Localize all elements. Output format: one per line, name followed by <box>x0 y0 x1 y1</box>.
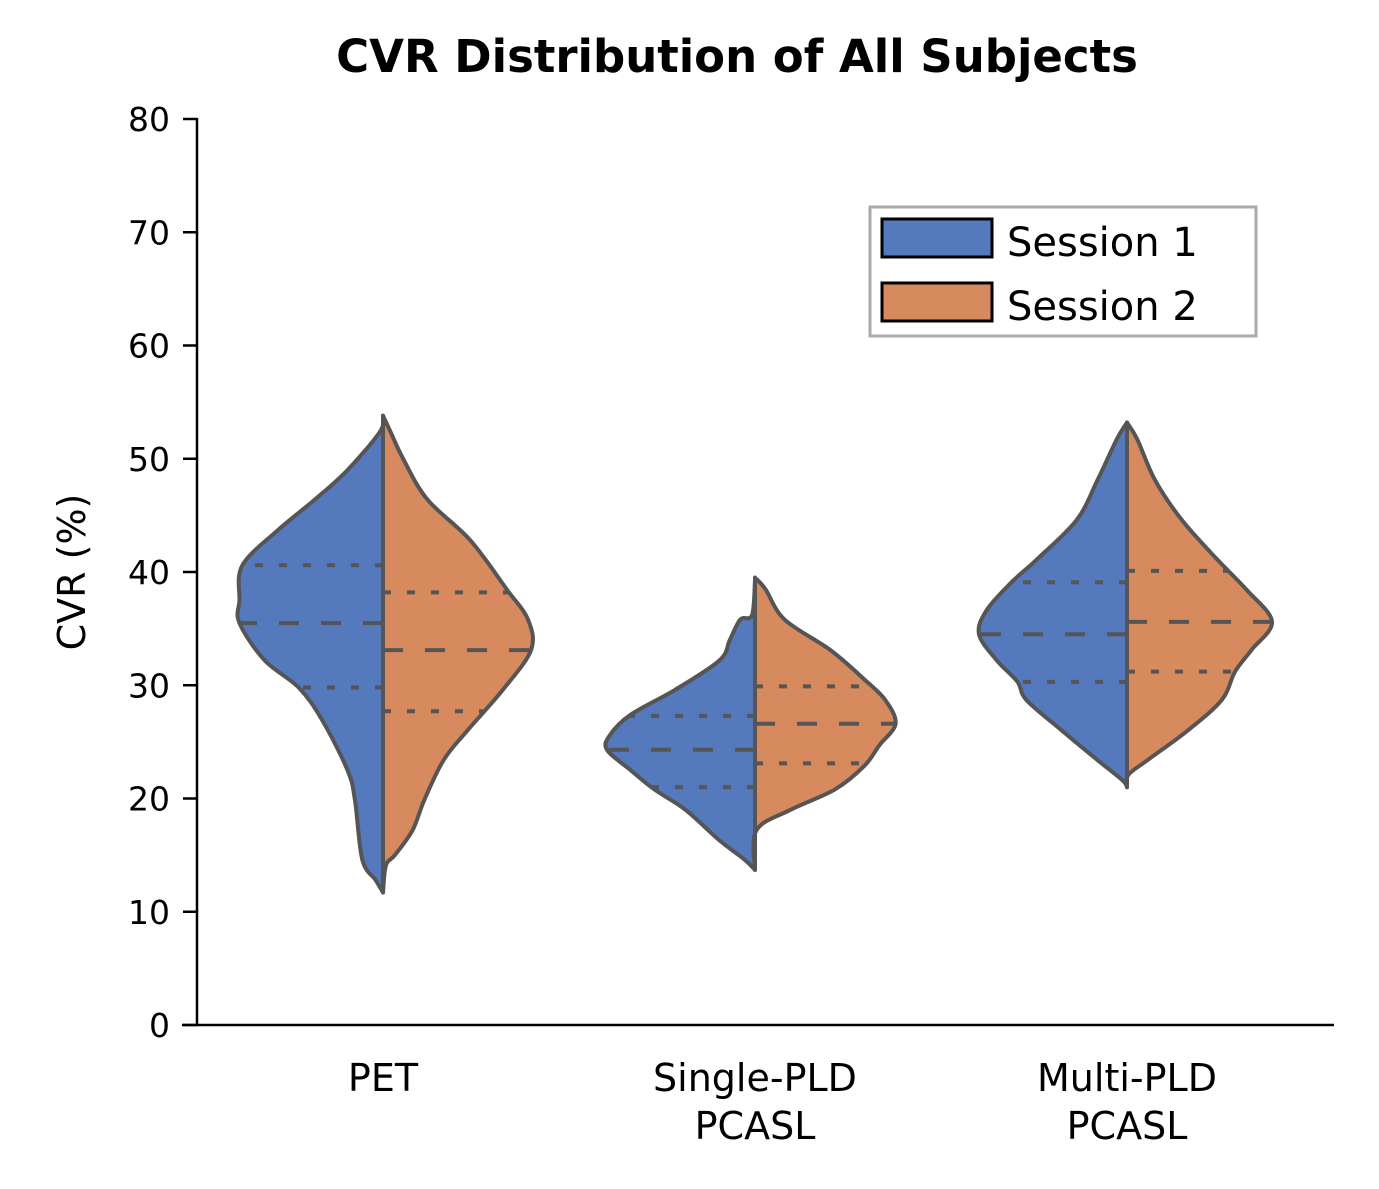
violin-half-session-1 <box>235 413 386 895</box>
y-tick-label: 80 <box>128 100 170 139</box>
y-ticks: 0 10 20 30 40 50 60 70 80 <box>128 100 197 1045</box>
legend: Session 1 Session 2 <box>868 205 1258 338</box>
chart-title: CVR Distribution of All Subjects <box>336 30 1138 83</box>
x-tick-label: PCASL <box>695 1104 816 1148</box>
y-tick-label: 60 <box>128 327 170 366</box>
violin-half-session-1 <box>976 420 1129 790</box>
y-tick-label: 70 <box>128 213 170 252</box>
violin-half-session-2 <box>381 413 535 895</box>
violin-half-session-2 <box>1124 420 1275 790</box>
x-tick-label: PCASL <box>1067 1104 1188 1148</box>
legend-label-session-2: Session 2 <box>1007 284 1198 330</box>
violin-half-session-1 <box>603 577 757 872</box>
y-tick-label: 40 <box>128 553 170 592</box>
x-tick-label: Multi-PLD <box>1037 1056 1217 1100</box>
y-tick-label: 50 <box>128 440 170 479</box>
legend-label-session-1: Session 1 <box>1007 220 1198 266</box>
x-tick-label: Single-PLD <box>653 1056 857 1100</box>
legend-swatch-session-2 <box>880 281 994 323</box>
legend-swatch-session-1 <box>880 217 994 259</box>
x-tick-label: PET <box>348 1056 419 1100</box>
y-axis-label: CVR (%) <box>50 494 94 651</box>
y-tick-label: 30 <box>128 666 170 705</box>
y-tick-label: 10 <box>128 893 170 932</box>
y-tick-label: 20 <box>128 780 170 819</box>
violins-layer <box>235 413 1275 895</box>
y-tick-label: 0 <box>149 1006 170 1045</box>
